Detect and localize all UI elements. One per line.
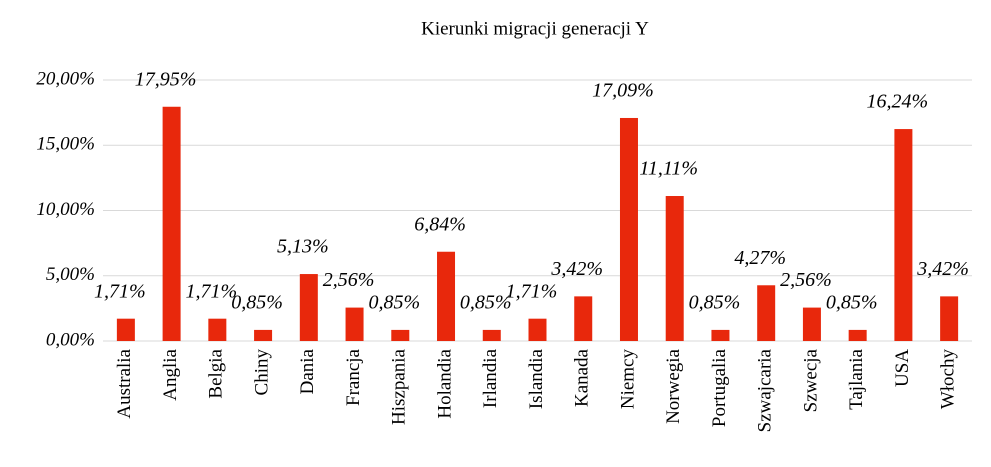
x-tick-label: Włochy xyxy=(937,349,958,410)
bar xyxy=(391,329,410,341)
bar xyxy=(848,329,867,341)
bar xyxy=(894,129,913,341)
value-label: 1,71% xyxy=(94,280,146,302)
value-label: 16,24% xyxy=(867,91,929,113)
x-tick-label: Australia xyxy=(114,348,135,418)
value-label: 0,85% xyxy=(826,292,878,314)
value-label: 3,42% xyxy=(550,258,603,280)
x-tick-label: Niemcy xyxy=(617,349,638,410)
bar xyxy=(299,274,318,341)
value-label: 1,71% xyxy=(506,280,558,302)
x-tick-label: Francja xyxy=(343,348,364,406)
bar xyxy=(711,329,730,341)
value-label: 6,84% xyxy=(414,213,466,235)
value-label: 17,95% xyxy=(135,68,197,90)
value-label: 4,27% xyxy=(734,247,786,269)
y-tick-label: 0,00% xyxy=(46,329,95,350)
bar xyxy=(482,329,501,341)
bar xyxy=(757,285,776,341)
bar xyxy=(574,296,593,341)
x-tick-label: Dania xyxy=(297,348,318,394)
x-tick-label: Holandia xyxy=(434,348,455,418)
bar xyxy=(802,307,821,341)
value-label: 0,85% xyxy=(231,292,283,314)
bar xyxy=(162,106,181,341)
value-label: 3,42% xyxy=(916,258,969,280)
value-label: 5,13% xyxy=(277,236,329,258)
x-tick-label: Kanada xyxy=(572,348,593,407)
value-label: 2,56% xyxy=(780,269,832,291)
x-tick-label: Chiny xyxy=(251,349,272,396)
bar xyxy=(345,307,364,341)
value-label: 0,85% xyxy=(460,292,512,314)
y-tick-label: 15,00% xyxy=(36,134,95,155)
x-tick-label: Tajlania xyxy=(846,348,867,409)
value-label: 2,56% xyxy=(323,269,375,291)
bar xyxy=(437,251,456,341)
x-tick-label: Portugalia xyxy=(709,348,730,427)
x-tick-label: Belgia xyxy=(206,348,227,398)
bar xyxy=(254,329,273,341)
bar xyxy=(619,117,638,342)
chart-title: Kierunki migracji generacji Y xyxy=(421,18,649,39)
y-tick-label: 5,00% xyxy=(46,264,95,285)
value-label: 1,71% xyxy=(186,280,238,302)
x-tick-label: Anglia xyxy=(160,348,181,400)
x-tick-label: Szwecja xyxy=(800,348,821,412)
x-tick-label: Irlandia xyxy=(480,348,501,408)
value-label: 11,11% xyxy=(639,158,698,180)
x-tick-label: USA xyxy=(892,349,913,387)
x-tick-label: Szwajcaria xyxy=(755,348,776,432)
x-tick-label: Islandia xyxy=(526,348,547,409)
value-label: 0,85% xyxy=(689,292,741,314)
value-label: 17,09% xyxy=(592,80,654,102)
bar xyxy=(528,318,547,341)
bar xyxy=(208,318,227,341)
bar xyxy=(116,318,135,341)
bar xyxy=(940,296,959,341)
value-label: 0,85% xyxy=(368,292,420,314)
x-tick-label: Hiszpania xyxy=(389,348,410,425)
x-tick-label: Norwegia xyxy=(663,348,684,423)
bar xyxy=(665,196,684,341)
y-tick-label: 20,00% xyxy=(36,68,95,89)
y-tick-label: 10,00% xyxy=(36,199,95,220)
